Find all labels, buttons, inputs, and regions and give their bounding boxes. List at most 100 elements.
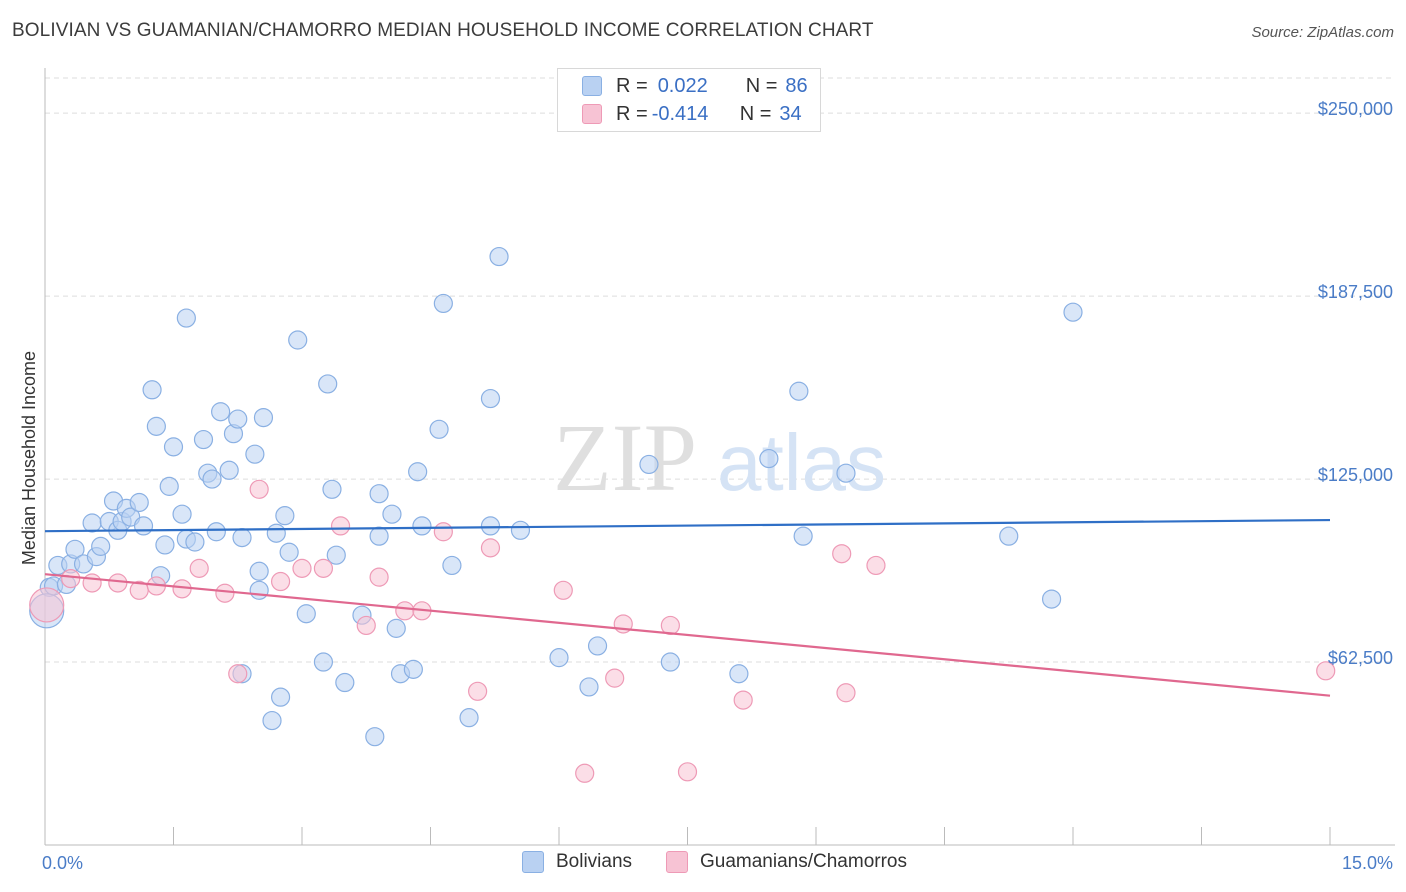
bolivian-point [999,526,1019,546]
guamanian-point [395,601,415,621]
bolivian-point [211,402,231,422]
bolivian-point [759,448,779,469]
bolivian-point [510,520,531,540]
bolivian-point [129,492,149,513]
bolivian-point [249,580,269,600]
bolivian-point [318,374,338,394]
guamanian-point [270,571,291,592]
bolivian-point [365,727,385,747]
series-legend: Bolivians Guamanians/Chamorros [0,851,1406,877]
guamanian-point [330,516,351,536]
bolivian-point [193,429,214,450]
bolivian-point [313,652,334,672]
guamanian-point [480,538,501,558]
bolivian-point [729,664,749,684]
grid-lines [45,77,1395,663]
bolivian-point [262,710,282,731]
guamanian-point [733,690,753,710]
bolivian-point [275,506,295,526]
guamanian-point [369,567,389,587]
y-tick-label: $125,000 [1318,465,1393,485]
guamanian-point [249,479,269,499]
legend-n-value: 86 [785,74,808,97]
bolivian-point [155,535,175,555]
bolivian-point [386,618,406,638]
legend-item-bolivians[interactable]: Bolivians [522,851,632,873]
watermark-zip: ZIP [553,404,697,511]
legend-n-label: N = [745,74,778,97]
legend-n-value: 34 [779,102,802,125]
bolivian-point [249,561,269,581]
bolivian-point [369,484,389,504]
bolivian-point [206,522,226,542]
guamanian-point [866,555,886,576]
guamanian-point [292,558,312,578]
bolivian-point [202,469,222,489]
guamanian-point [605,668,625,688]
x-tick-label: 15.0% [1342,853,1393,873]
bolivian-point [91,536,111,556]
bolivian-point [133,516,154,536]
legend-r-label: R = [616,74,648,97]
bolivian-point [142,380,162,400]
bolivian-point [793,526,813,546]
bolivian-point [459,708,479,728]
bolivian-point [1063,302,1083,322]
y-axis-label: Median Household Income [19,351,39,565]
y-tick-labels: $62,500 $125,000 $187,500 $250,000 [1318,99,1393,668]
x-tick-labels: 0.0% 15.0% [42,853,1393,873]
bolivian-point [639,454,659,475]
bolivian-point [326,545,346,565]
bolivian-point [65,539,85,559]
bolivian-point [660,652,680,672]
source-label: Source: ZipAtlas.com [1251,24,1394,41]
bolivian-point [412,516,432,536]
bolivian-point [429,419,449,439]
guamanian-point [29,587,65,623]
legend-r-label: R = [616,102,648,125]
axes [44,68,1395,846]
bolivian-point [442,555,462,576]
bolivian-point [82,513,102,533]
bolivian-point [322,479,342,499]
legend-r-value: -0.414 [651,102,709,125]
bolivian-point [382,504,402,524]
y-tick-label: $187,500 [1318,282,1393,302]
bolivian-point [836,463,856,483]
legend-n-label: N = [739,102,772,125]
legend-label-guamanians: Guamanians/Chamorros [700,851,907,872]
legend-swatch-pink [582,104,602,124]
guamanian-trend-line [44,573,1331,697]
bolivian-point [369,526,389,546]
guamanian-point [61,568,81,589]
bolivian-point [549,648,569,668]
bolivian-point [279,542,299,562]
guamanian-point [575,763,595,783]
trend-lines [44,518,1331,697]
legend-swatch-pink [666,851,688,873]
guamanian-point [832,544,852,564]
y-tick-label: $250,000 [1318,99,1393,119]
legend-label-bolivians: Bolivians [556,851,633,872]
bolivian-point [146,416,166,436]
bolivian-point [579,677,599,697]
chart-title: BOLIVIAN VS GUAMANIAN/CHAMORRO MEDIAN HO… [12,20,874,41]
bolivian-point [219,460,239,480]
bolivian-point [245,444,265,464]
bolivian-point [185,532,205,552]
legend-row-bolivians: R = 0.022 N = 86 [582,73,808,99]
legend-item-guamanians[interactable]: Guamanians/Chamorros [666,851,907,873]
guamanian-point [677,762,698,782]
bolivian-point [232,528,252,548]
guamanian-point [1316,661,1336,681]
bolivian-point [159,476,179,496]
guamanian-point [433,522,453,542]
bolivian-point [489,246,509,267]
bolivian-point [163,437,184,457]
legend-r-value: 0.022 [657,74,708,97]
bolivian-point [335,672,355,693]
bolivian-point [1041,589,1062,609]
watermark: ZIP atlas [553,404,886,511]
bolivian-point [270,687,291,707]
